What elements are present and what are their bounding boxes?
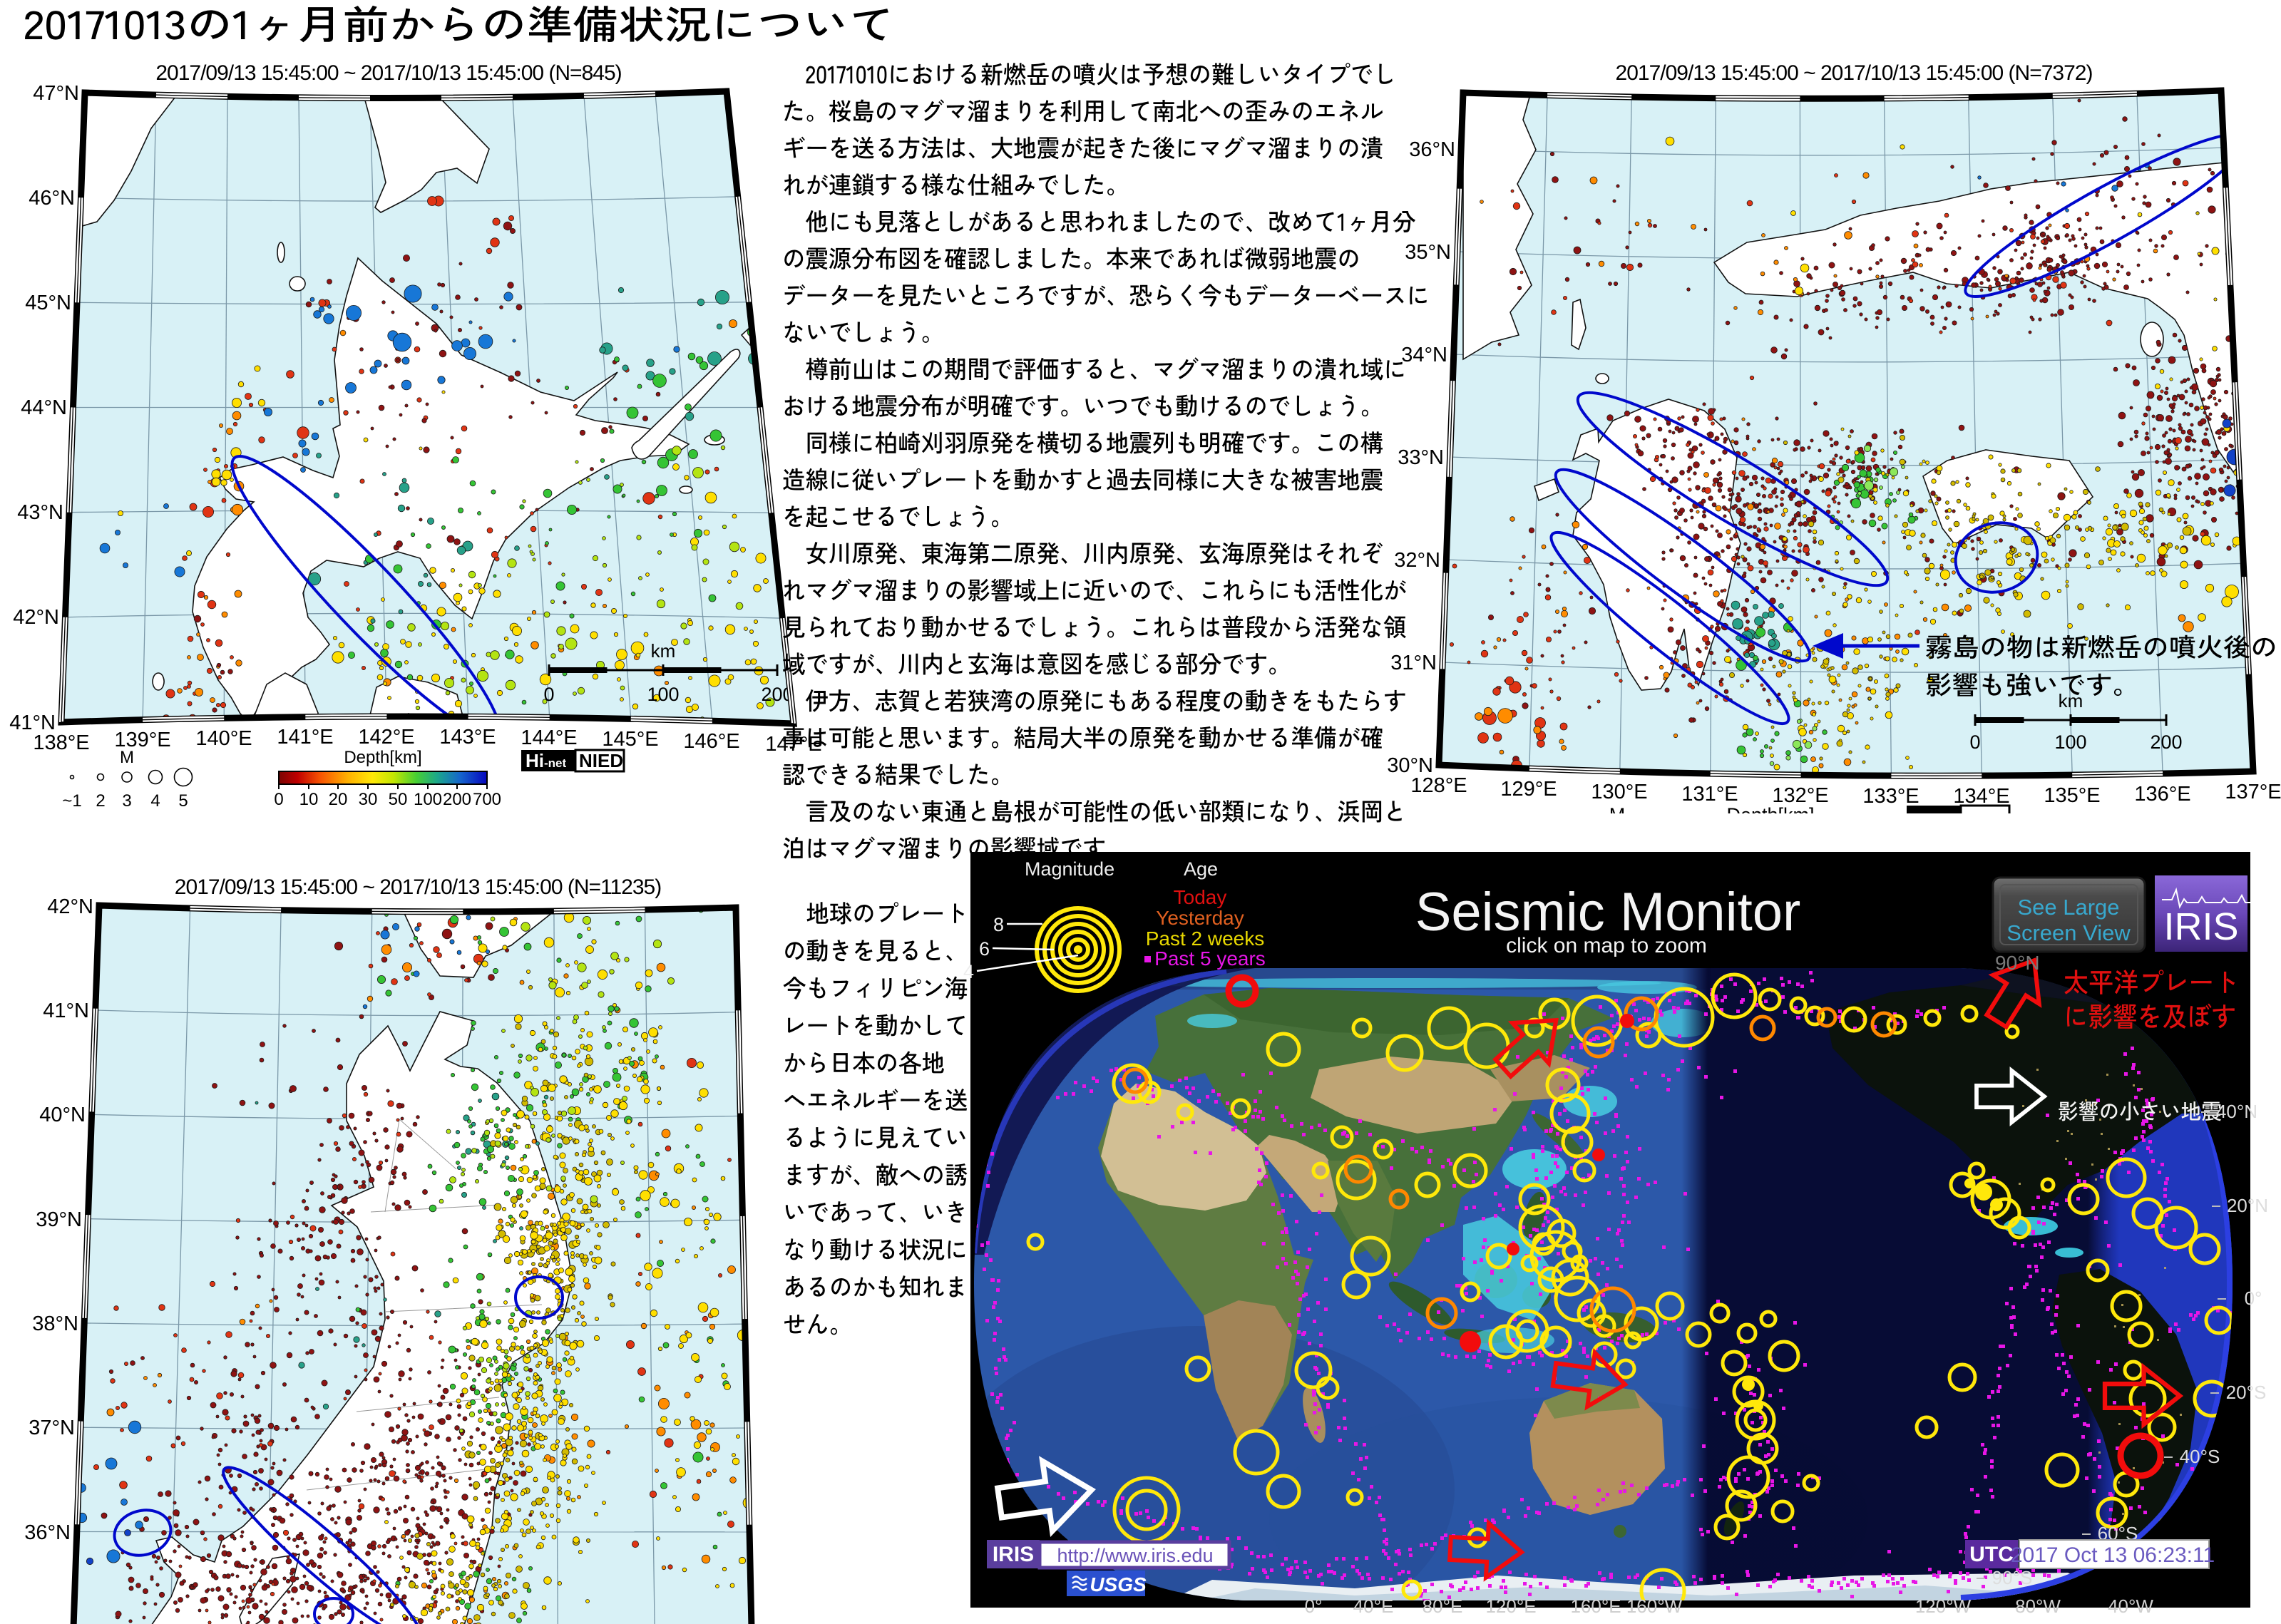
svg-text:141°E: 141°E [277,726,333,749]
svg-text:134°E: 134°E [1953,785,2009,808]
svg-text:100: 100 [647,684,679,705]
svg-text:42°N: 42°N [13,606,59,629]
svg-text:Depth[km]: Depth[km] [1726,804,1814,826]
svg-text:3: 3 [122,791,131,811]
svg-text:143°E: 143°E [439,726,496,749]
svg-text:34°N: 34°N [1401,344,1447,366]
svg-text:46°N: 46°N [29,187,75,210]
svg-text:100: 100 [414,790,442,809]
svg-text:37°N: 37°N [29,1417,75,1439]
svg-text:10: 10 [299,790,319,809]
svg-text:31°N: 31°N [1390,652,1437,674]
svg-text:137°E: 137°E [2225,781,2281,803]
svg-text:NIED: NIED [579,750,623,771]
svg-text:Hi: Hi [526,750,544,771]
svg-text:43°N: 43°N [17,501,63,524]
svg-text:142°E: 142°E [358,726,414,749]
svg-text:132°E: 132°E [1772,784,1828,807]
svg-text:0: 0 [274,790,283,809]
svg-text:44°N: 44°N [21,396,67,419]
svg-text:41°N: 41°N [43,999,89,1022]
svg-text:2017/09/13 15:45:00 ~ 2017/10/: 2017/09/13 15:45:00 ~ 2017/10/13 15:45:0… [155,61,621,85]
svg-text:41°N: 41°N [9,711,56,734]
svg-text:133°E: 133°E [1862,785,1919,808]
svg-text:30: 30 [359,790,378,809]
svg-text:36°N: 36°N [1409,138,1455,161]
svg-text:139°E: 139°E [114,729,170,751]
svg-text:145°E: 145°E [602,728,658,751]
svg-text:47°N: 47°N [33,82,79,105]
svg-text:0: 0 [543,684,554,705]
svg-text:200: 200 [443,790,471,809]
svg-text:2017/09/13 15:45:00 ~ 2017/10/: 2017/09/13 15:45:00 ~ 2017/10/13 15:45:0… [175,875,661,899]
svg-text:146°E: 146°E [683,730,739,753]
svg-text:128°E: 128°E [1410,774,1467,797]
svg-text:200: 200 [2150,731,2182,753]
svg-text:35°N: 35°N [1405,241,1451,264]
svg-text:38°N: 38°N [32,1312,78,1335]
svg-text:0: 0 [1969,731,1980,753]
svg-text:32°N: 32°N [1394,549,1440,572]
svg-text:km: km [2059,690,2083,711]
svg-text:2: 2 [96,791,105,811]
svg-text:km: km [651,640,676,662]
svg-text:Depth[km]: Depth[km] [344,748,421,767]
svg-text:42°N: 42°N [47,895,93,918]
svg-text:39°N: 39°N [36,1208,82,1231]
svg-text:45°N: 45°N [25,292,71,314]
svg-text:2017/09/13 15:45:00 ~ 2017/10/: 2017/09/13 15:45:00 ~ 2017/10/13 15:45:0… [1616,61,2093,85]
svg-text:100: 100 [2054,731,2086,753]
svg-text:138°E: 138°E [33,731,89,754]
svg-text:140°E: 140°E [195,727,252,750]
svg-text:30°N: 30°N [1387,754,1433,777]
svg-text:50: 50 [389,790,408,809]
svg-text:~1: ~1 [62,791,81,811]
svg-text:131°E: 131°E [1681,783,1738,806]
svg-text:M: M [120,748,134,767]
svg-text:M: M [1609,804,1626,826]
svg-text:20: 20 [329,790,348,809]
svg-text:129°E: 129°E [1500,778,1557,801]
svg-text:4: 4 [150,791,160,811]
svg-text:136°E: 136°E [2134,783,2190,806]
svg-text:144°E: 144°E [521,726,577,749]
svg-text:-net: -net [544,756,567,770]
svg-text:700: 700 [473,790,501,809]
svg-text:33°N: 33°N [1398,446,1444,469]
svg-text:40°N: 40°N [39,1104,86,1126]
svg-text:130°E: 130°E [1591,781,1647,803]
svg-text:135°E: 135°E [2044,784,2100,807]
svg-text:5: 5 [178,791,188,811]
svg-text:36°N: 36°N [24,1521,71,1544]
